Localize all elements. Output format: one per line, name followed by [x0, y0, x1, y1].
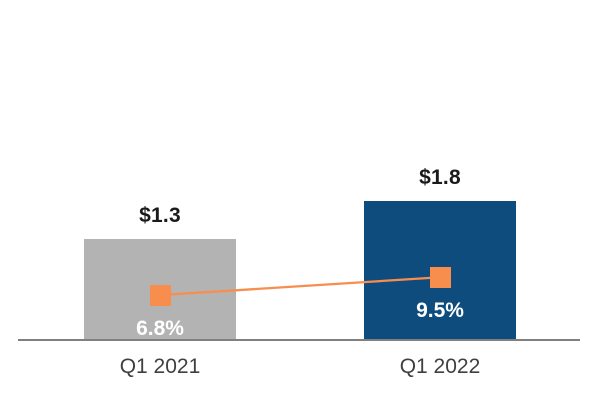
- x-axis-line: [18, 339, 580, 341]
- bar-value-label-q1-2022: $1.8: [419, 165, 461, 189]
- line-marker-q1-2022: [429, 266, 451, 288]
- x-axis-label-q1-2022: Q1 2022: [399, 355, 481, 378]
- percent-label-q1-2022: 9.5%: [416, 299, 464, 323]
- line-marker-q1-2021: [149, 284, 171, 306]
- bar-value-label-q1-2021: $1.3: [139, 204, 181, 228]
- percent-label-q1-2021: 6.8%: [136, 317, 184, 341]
- x-axis-label-q1-2021: Q1 2021: [119, 355, 201, 378]
